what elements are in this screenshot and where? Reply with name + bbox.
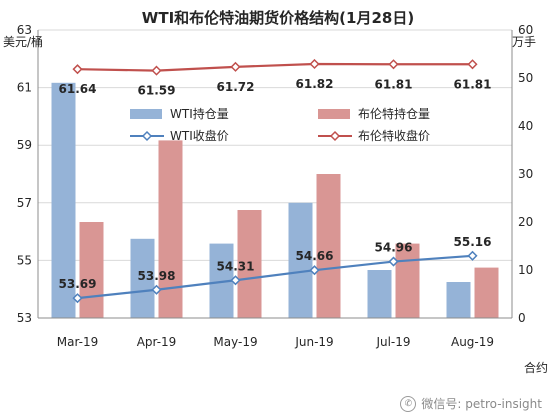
y-right-tick-label: 0: [518, 311, 526, 325]
data-label-brent-close: 61.81: [375, 77, 413, 91]
bar-brent-open-interest: [237, 210, 262, 318]
watermark: ✆ 微信号: petro-insight: [400, 395, 542, 412]
y-left-tick-label: 61: [17, 81, 32, 95]
y-right-tick-label: 60: [518, 23, 533, 37]
x-tick-label: Apr-19: [137, 335, 177, 349]
bar-wti-open-interest: [51, 82, 76, 318]
y-left-axis-title: 美元/桶: [3, 34, 43, 49]
y-right-tick-label: 20: [518, 215, 533, 229]
y-right-tick-label: 30: [518, 167, 533, 181]
y-left-tick-label: 63: [17, 23, 32, 37]
bar-wti-open-interest: [367, 270, 392, 318]
line-wti-close: [77, 254, 473, 300]
x-tick-label: Jul-19: [375, 335, 410, 349]
marker-wti-close: [230, 275, 241, 286]
bar-brent-open-interest: [158, 140, 183, 318]
x-tick-label: Aug-19: [451, 335, 494, 349]
legend-wti-open-interest-swatch: [130, 109, 162, 119]
legend-brent-open-interest-label: 布伦特持仓量: [358, 106, 430, 121]
y-right-tick-label: 10: [518, 263, 533, 277]
data-label-wti-close: 55.16: [454, 235, 492, 249]
y-left-tick-label: 55: [17, 253, 32, 267]
data-label-brent-close: 61.59: [138, 84, 176, 98]
bar-brent-open-interest: [79, 222, 104, 318]
marker-brent-close: [388, 59, 399, 70]
y-right-tick-label: 40: [518, 119, 533, 133]
marker-brent-close: [309, 58, 320, 70]
x-tick-label: May-19: [213, 335, 257, 349]
data-label-brent-close: 61.72: [217, 80, 255, 94]
marker-wti-close: [151, 284, 162, 295]
data-label-wti-close: 53.69: [59, 277, 97, 291]
data-label-wti-close: 54.31: [217, 259, 255, 273]
wechat-icon: ✆: [400, 395, 417, 412]
legend-brent-close-label: 布伦特收盘价: [358, 128, 430, 143]
line-brent-close: [77, 62, 473, 72]
chart-title: WTI和布伦特油期货价格结构(1月28日): [142, 9, 414, 27]
y-left-tick-label: 59: [17, 138, 32, 152]
marker-brent-close: [467, 59, 478, 70]
data-label-brent-close: 61.82: [296, 77, 334, 91]
bar-brent-open-interest: [316, 174, 341, 318]
x-axis-title: 合约: [524, 360, 548, 375]
legend-wti-close-marker: [141, 130, 153, 142]
bar-wti-open-interest: [446, 282, 471, 318]
marker-brent-close: [230, 61, 241, 72]
marker-brent-close: [72, 64, 83, 75]
marker-wti-close: [388, 256, 399, 267]
data-label-wti-close: 54.96: [375, 241, 413, 255]
y-left-tick-label: 57: [17, 196, 32, 210]
data-label-brent-close: 61.64: [59, 82, 97, 96]
y-right-axis-title: 万手: [512, 35, 536, 49]
legend-brent-close-marker: [329, 130, 341, 142]
data-label-wti-close: 53.98: [138, 269, 176, 283]
watermark-text: 微信号: petro-insight: [421, 397, 542, 411]
x-tick-label: Jun-19: [294, 335, 333, 349]
legend-brent-open-interest-swatch: [318, 109, 350, 119]
data-label-brent-close: 61.81: [454, 77, 492, 91]
marker-wti-close: [72, 293, 83, 304]
bar-wti-open-interest: [288, 202, 313, 318]
x-tick-label: Mar-19: [57, 335, 98, 349]
data-label-wti-close: 54.66: [296, 249, 334, 263]
legend-wti-close-label: WTI收盘价: [170, 128, 229, 143]
marker-wti-close: [467, 250, 478, 261]
bar-brent-open-interest: [395, 243, 420, 318]
bar-brent-open-interest: [474, 267, 499, 318]
marker-wti-close: [309, 265, 320, 276]
y-right-tick-label: 50: [518, 71, 533, 85]
legend-wti-open-interest-label: WTI持仓量: [170, 106, 229, 121]
marker-brent-close: [151, 65, 162, 76]
y-left-tick-label: 53: [17, 311, 32, 325]
bar-wti-open-interest: [130, 238, 155, 318]
